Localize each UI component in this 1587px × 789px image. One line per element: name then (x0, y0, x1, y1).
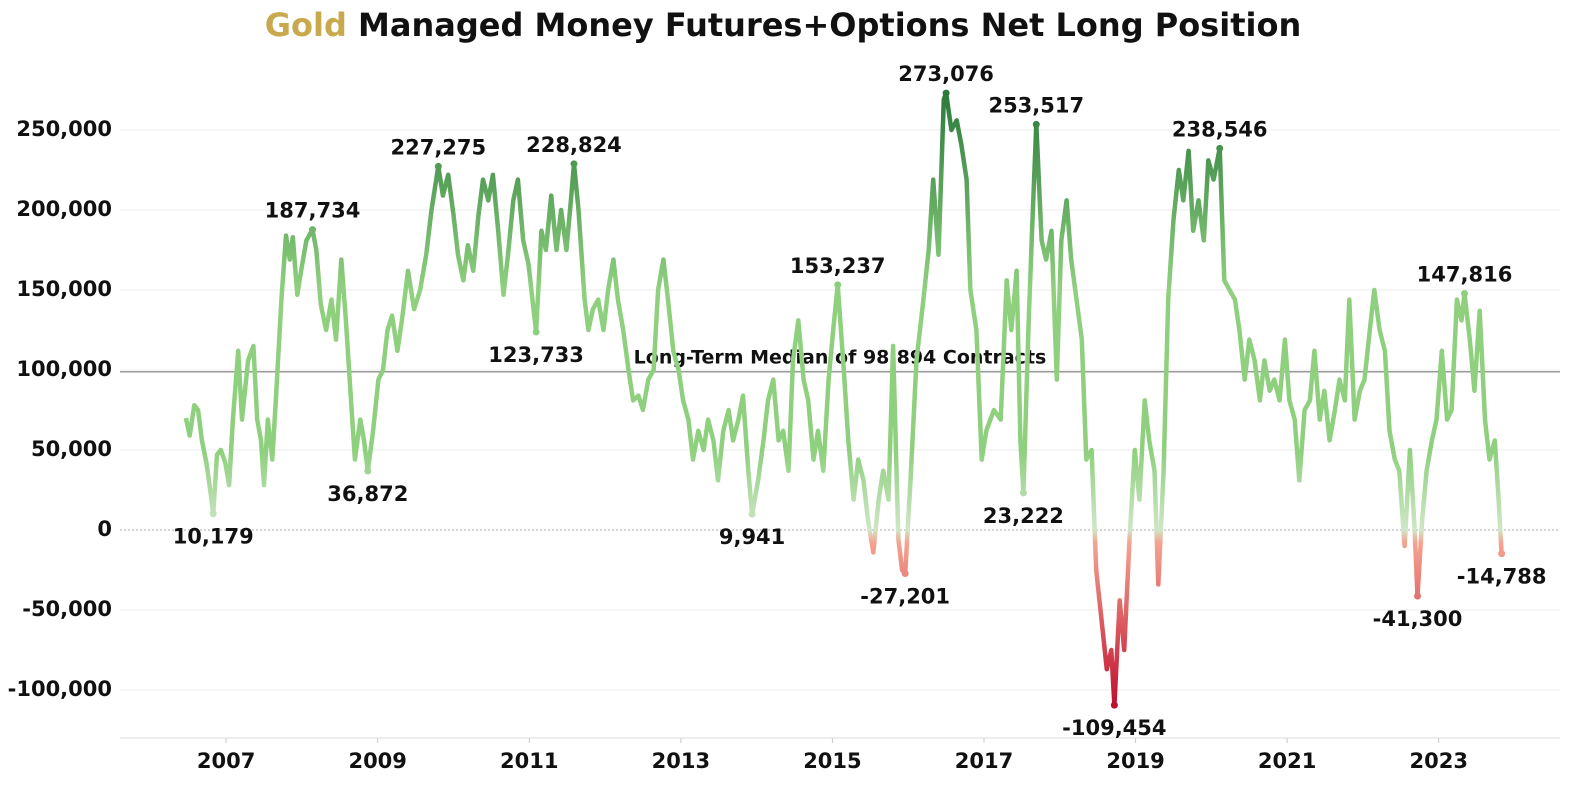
x-tick-label: 2021 (1258, 749, 1316, 773)
annotation-label: 9,941 (719, 525, 785, 549)
y-tick-label: 200,000 (16, 197, 112, 221)
annotation-label: 228,824 (526, 133, 622, 157)
annotation-point (209, 510, 217, 518)
annotation-point (1216, 144, 1224, 152)
annotation-point (942, 89, 950, 97)
title-main: Managed Money Futures+Options Net Long P… (358, 6, 1301, 44)
annotation-label: 153,237 (790, 254, 886, 278)
annotation-point (901, 570, 909, 578)
annotation-point (1032, 120, 1040, 128)
annotation-point (1498, 550, 1506, 558)
annotation-point (1019, 489, 1027, 497)
x-tick-label: 2019 (1106, 749, 1164, 773)
x-tick-label: 2011 (500, 749, 558, 773)
y-tick-label: 250,000 (16, 117, 112, 141)
x-tick-label: 2015 (803, 749, 861, 773)
y-tick-label: -100,000 (8, 677, 112, 701)
annotation-point (532, 328, 540, 336)
annotation-label: -109,454 (1062, 716, 1166, 740)
annotation-point (748, 510, 756, 518)
annotation-label: 10,179 (173, 525, 254, 549)
median-label: Long-Term Median of 98,894 Contracts (634, 346, 1047, 368)
annotation-label: 23,222 (983, 504, 1064, 528)
annotation-point (309, 226, 317, 234)
annotation-label: 253,517 (988, 93, 1084, 117)
title-highlight: Gold (265, 6, 347, 44)
x-tick-label: 2009 (348, 749, 406, 773)
annotation-point (834, 281, 842, 289)
x-tick-label: 2017 (955, 749, 1013, 773)
annotation-label: -14,788 (1457, 565, 1547, 589)
annotation-point (1110, 701, 1118, 709)
annotation-label: 227,275 (390, 135, 486, 159)
annotation-point (434, 162, 442, 170)
y-tick-label: -50,000 (22, 597, 112, 621)
data-line (183, 90, 1504, 708)
x-tick-label: 2007 (197, 749, 255, 773)
annotation-label: 238,546 (1172, 117, 1268, 141)
annotation-label: 147,816 (1417, 262, 1513, 286)
annotation-label: 36,872 (327, 482, 408, 506)
annotation-point (570, 160, 578, 168)
annotation-point (364, 467, 372, 475)
y-tick-label: 50,000 (31, 437, 112, 461)
annotation-label: -27,201 (860, 585, 950, 609)
annotation-label: 187,734 (265, 199, 361, 223)
y-tick-label: 0 (97, 517, 112, 541)
annotation-label: 273,076 (898, 62, 994, 86)
annotation-label: 123,733 (488, 343, 584, 367)
chart-title: Gold Managed Money Futures+Options Net L… (265, 6, 1301, 44)
y-tick-label: 100,000 (16, 357, 112, 381)
x-tick-label: 2013 (652, 749, 710, 773)
y-tick-label: 150,000 (16, 277, 112, 301)
x-tick-label: 2023 (1410, 749, 1468, 773)
annotation-point (1414, 592, 1422, 600)
annotation-label: -41,300 (1373, 607, 1463, 631)
annotation-point (1461, 289, 1469, 297)
